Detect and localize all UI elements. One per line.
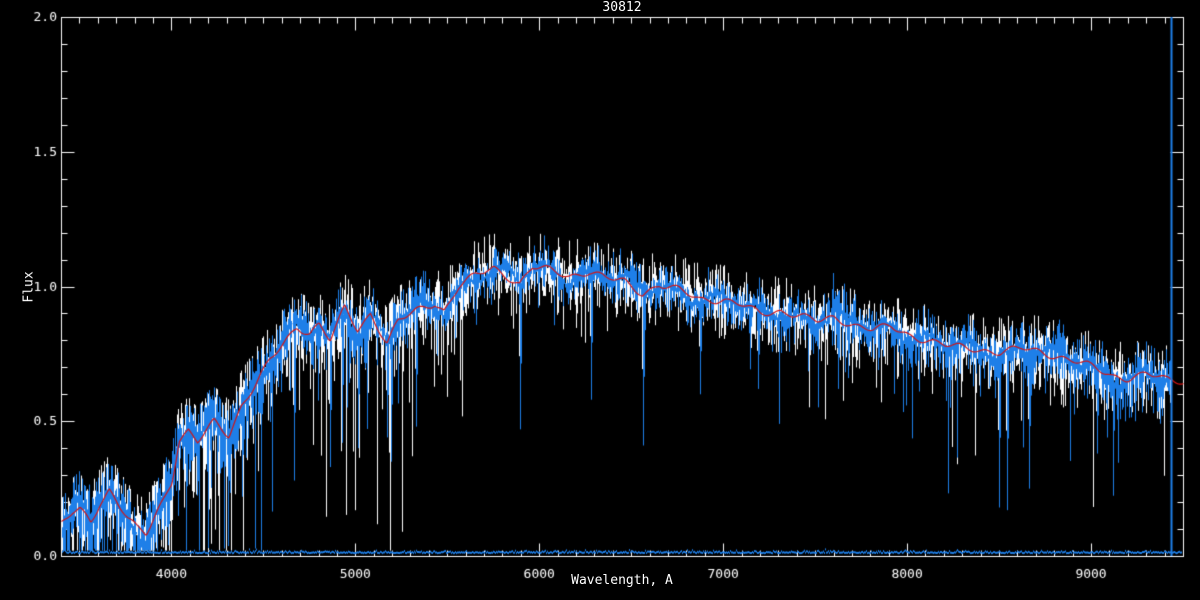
chart-title: 30812 <box>602 0 642 15</box>
x-axis-label: Wavelength, A <box>571 573 673 588</box>
y-axis-label: Flux <box>21 271 37 303</box>
